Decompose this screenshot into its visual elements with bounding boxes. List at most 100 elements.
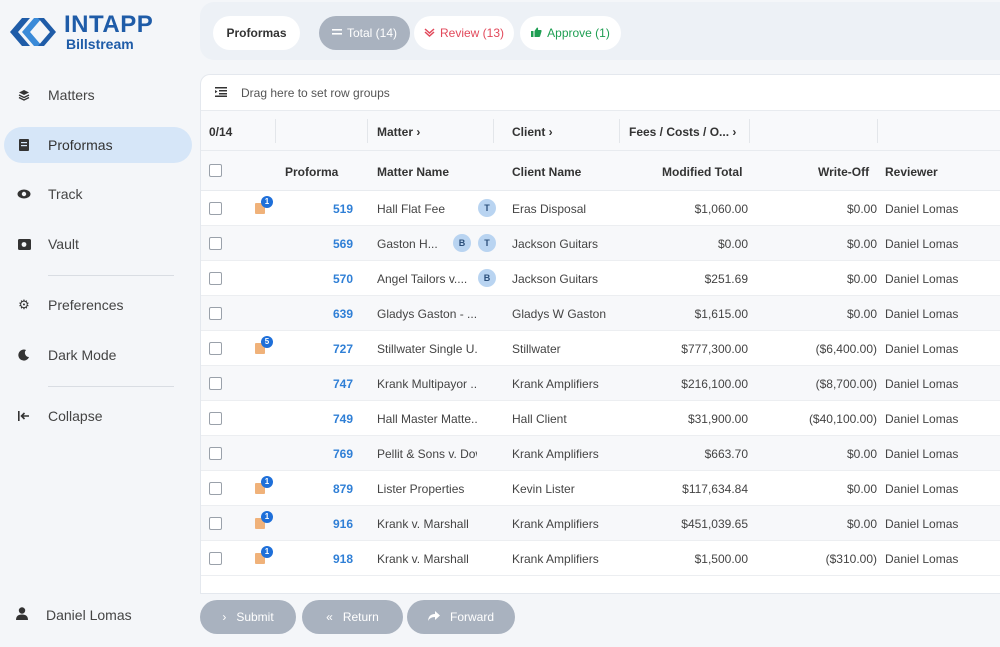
sidebar: INTAPP Billstream Matters Proformas Trac… <box>0 0 200 647</box>
proforma-link[interactable]: 569 <box>332 237 353 251</box>
assignee-avatar[interactable]: B <box>478 269 496 287</box>
proforma-link[interactable]: 749 <box>332 412 353 426</box>
modified-total: $117,634.84 <box>682 482 748 496</box>
proforma-link[interactable]: 918 <box>332 552 353 566</box>
sidebar-item-collapse[interactable]: Collapse <box>4 398 192 434</box>
table-row[interactable]: 747 Krank Multipayor ... Krank Amplifiers $… <box>201 366 1000 401</box>
approve-filter[interactable]: Approve (1) <box>520 16 621 50</box>
row-checkbox[interactable] <box>209 307 222 320</box>
sidebar-item-track[interactable]: Track <box>4 176 192 212</box>
table-row[interactable]: 569 Gaston H... B T Jackson Guitars $0.00 $0.0… <box>201 226 1000 261</box>
comments-badge-icon[interactable]: 1 <box>255 511 273 531</box>
comments-badge-icon[interactable]: 1 <box>255 476 273 496</box>
group-header-client[interactable]: Client › <box>512 125 553 139</box>
column-header-reviewer[interactable]: Reviewer <box>885 165 938 179</box>
proforma-link[interactable]: 639 <box>332 307 353 321</box>
row-group-dropzone[interactable]: Drag here to set row groups <box>201 75 1000 111</box>
row-checkbox[interactable] <box>209 447 222 460</box>
sidebar-item-dark-mode[interactable]: Dark Mode <box>4 337 192 373</box>
select-all-checkbox[interactable] <box>209 164 222 177</box>
logo-title: INTAPP <box>64 11 154 38</box>
forward-button[interactable]: Forward <box>407 600 515 634</box>
column-header-matter-name[interactable]: Matter Name <box>377 165 450 179</box>
proforma-link[interactable]: 916 <box>332 517 353 531</box>
proforma-link[interactable]: 519 <box>332 202 353 216</box>
sidebar-item-label: Vault <box>48 236 79 252</box>
write-off: $0.00 <box>846 482 877 496</box>
assignee-avatar[interactable]: T <box>478 234 496 252</box>
comments-badge-icon[interactable]: 5 <box>255 336 273 356</box>
double-chevron-left-icon: « <box>326 610 333 624</box>
row-checkbox[interactable] <box>209 412 222 425</box>
comments-badge-icon[interactable]: 1 <box>255 546 273 566</box>
sidebar-item-preferences[interactable]: ⚙ Preferences <box>4 287 192 323</box>
client-name: Krank Amplifiers <box>512 447 599 461</box>
proformas-grid: Drag here to set row groups 0/14 Matter … <box>200 74 1000 594</box>
table-row[interactable]: 1 918 Krank v. Marshall Krank Amplifiers $1,… <box>201 541 1000 576</box>
layers-icon <box>6 89 42 101</box>
matter-name: Pellit & Sons v. Dow <box>377 447 477 461</box>
table-row[interactable]: 5 727 Stillwater Single U... Stillwater $777… <box>201 331 1000 366</box>
review-filter[interactable]: Review (13) <box>414 16 514 50</box>
sidebar-item-matters[interactable]: Matters <box>4 77 192 113</box>
table-row[interactable]: 749 Hall Master Matte... Hall Client $31,90… <box>201 401 1000 436</box>
group-header-fees[interactable]: Fees / Costs / O... › <box>629 125 737 139</box>
table-row[interactable]: 639 Gladys Gaston - ... Gladys W Gaston $1,… <box>201 296 1000 331</box>
row-checkbox[interactable] <box>209 272 222 285</box>
return-button[interactable]: « Return <box>302 600 403 634</box>
column-header-client-name[interactable]: Client Name <box>512 165 582 179</box>
row-checkbox[interactable] <box>209 482 222 495</box>
matter-name: Hall Flat Fee <box>377 202 446 216</box>
total-filter[interactable]: Total (14) <box>319 16 410 50</box>
column-group-header: 0/14 Matter › Client › Fees / Costs / O.… <box>201 111 1000 151</box>
review-icon <box>424 27 435 40</box>
modified-total: $777,300.00 <box>681 342 748 356</box>
row-checkbox[interactable] <box>209 517 222 530</box>
table-row[interactable]: 1 916 Krank v. Marshall Krank Amplifiers $45… <box>201 506 1000 541</box>
matter-name: Krank v. Marshall <box>377 517 469 531</box>
proforma-link[interactable]: 570 <box>332 272 353 286</box>
column-header-modified-total[interactable]: Modified Total <box>662 165 743 179</box>
row-checkbox[interactable] <box>209 377 222 390</box>
proforma-link[interactable]: 747 <box>332 377 353 391</box>
proformas-tab[interactable]: Proformas <box>213 16 300 50</box>
sidebar-item-label: Preferences <box>48 297 124 313</box>
gear-icon: ⚙ <box>18 297 30 312</box>
submit-button[interactable]: › Submit <box>200 600 296 634</box>
assignee-avatar[interactable]: T <box>478 199 496 217</box>
row-checkbox[interactable] <box>209 202 222 215</box>
proforma-link[interactable]: 769 <box>332 447 353 461</box>
table-row[interactable]: 769 Pellit & Sons v. Dow Krank Amplifiers $… <box>201 436 1000 471</box>
modified-total: $663.70 <box>704 447 748 461</box>
comments-badge-icon[interactable]: 1 <box>255 196 273 216</box>
table-row[interactable]: 1 879 Lister Properties Kevin Lister $117,63… <box>201 471 1000 506</box>
table-row[interactable]: 570 Angel Tailors v.... B Jackson Guitars $2… <box>201 261 1000 296</box>
badge-count: 1 <box>261 546 273 558</box>
assignee-avatar[interactable]: B <box>453 234 471 252</box>
badge-count: 1 <box>261 196 273 208</box>
column-header-proforma[interactable]: Proforma <box>285 165 339 179</box>
sidebar-item-label: Dark Mode <box>48 347 117 363</box>
column-header-write-off[interactable]: Write-Off <box>818 165 870 179</box>
row-group-icon <box>215 85 227 100</box>
logo-mark-icon <box>6 12 60 52</box>
modified-total: $1,500.00 <box>694 552 748 566</box>
modified-total: $1,615.00 <box>694 307 748 321</box>
reviewer-name: Daniel Lomas <box>885 307 959 321</box>
eye-icon <box>6 189 42 199</box>
row-checkbox[interactable] <box>209 237 222 250</box>
document-icon <box>6 139 42 151</box>
badge-count: 1 <box>261 511 273 523</box>
row-checkbox[interactable] <box>209 552 222 565</box>
proforma-link[interactable]: 879 <box>332 482 353 496</box>
table-row[interactable]: 1 519 Hall Flat Fee T Eras Disposal $1,060.00… <box>201 191 1000 226</box>
row-checkbox[interactable] <box>209 342 222 355</box>
user-profile[interactable]: Daniel Lomas <box>10 607 132 623</box>
proforma-link[interactable]: 727 <box>332 342 353 356</box>
sidebar-item-proformas[interactable]: Proformas <box>4 127 192 163</box>
matter-name: Lister Properties <box>377 482 465 496</box>
approve-filter-label: Approve (1) <box>547 26 610 40</box>
reviewer-name: Daniel Lomas <box>885 202 959 216</box>
sidebar-item-vault[interactable]: Vault <box>4 226 192 262</box>
group-header-matter[interactable]: Matter › <box>377 125 421 139</box>
